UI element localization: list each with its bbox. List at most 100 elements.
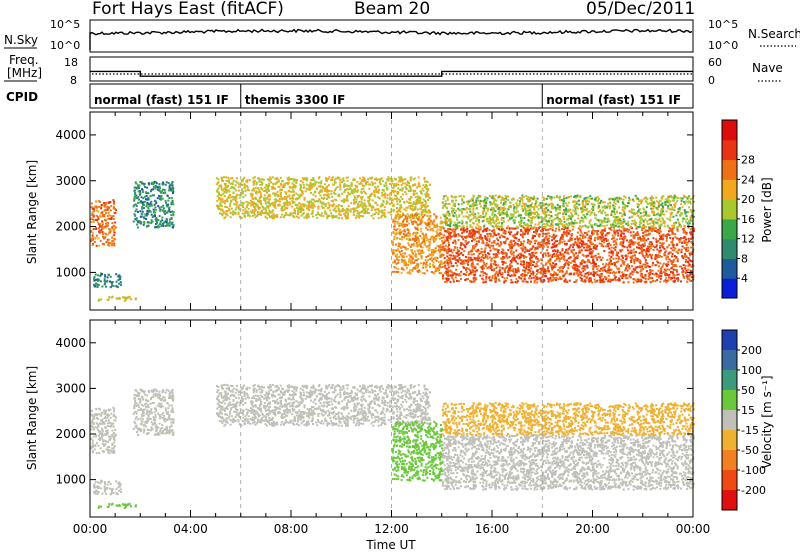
power-cell (98, 244, 101, 247)
power-cell (415, 241, 418, 244)
power-cell (156, 219, 159, 222)
power-cell (642, 235, 645, 238)
power-cell (634, 241, 637, 244)
power-cell (140, 221, 143, 224)
power-cell (150, 190, 152, 193)
power-cell (427, 209, 430, 212)
power-cell (362, 187, 365, 190)
power-cell (297, 193, 300, 196)
power-cell (161, 219, 164, 222)
power-cell (424, 234, 427, 237)
power-cell (610, 246, 613, 249)
power-cell (300, 206, 303, 209)
power-cell (567, 264, 570, 267)
power-cell (541, 246, 544, 248)
power-cell (419, 197, 422, 200)
power-cell (227, 176, 230, 179)
power-cell (394, 184, 397, 187)
power-cell (134, 218, 137, 221)
power-cell (506, 237, 509, 240)
power-cell (429, 219, 432, 222)
power-cell (412, 233, 415, 236)
power-cell (330, 212, 333, 215)
power-cell (459, 274, 462, 277)
power-cell (271, 214, 274, 217)
power-cell (152, 194, 155, 197)
power-cell (160, 195, 163, 198)
power-cell (275, 215, 278, 218)
power-cell (396, 210, 399, 213)
power-cell (358, 200, 361, 203)
power-cell (464, 279, 467, 281)
power-cell (670, 262, 673, 265)
power-cell (360, 196, 362, 199)
power-cell (423, 272, 426, 275)
power-cell (146, 203, 149, 206)
power-cell (141, 210, 144, 213)
power-cell (672, 268, 675, 271)
power-cell (450, 262, 453, 265)
power-cell (670, 228, 673, 230)
power-cell (370, 209, 373, 212)
power-cell (628, 228, 631, 231)
power-cell (324, 212, 327, 215)
power-cell (158, 195, 161, 197)
power-cell (638, 244, 641, 247)
power-cell (95, 283, 98, 286)
power-cell (439, 233, 442, 235)
power-cell (683, 241, 686, 244)
power-cell (168, 185, 171, 188)
power-cell (243, 183, 246, 186)
power-cell (112, 242, 115, 245)
power-cell (331, 214, 333, 217)
power-cell (109, 275, 112, 278)
power-cell (108, 231, 111, 234)
power-cell (389, 196, 392, 199)
power-cell (551, 275, 554, 278)
power-cell (406, 247, 409, 250)
power-cell (424, 180, 426, 183)
power-cell (439, 216, 442, 219)
power-cell (235, 204, 238, 207)
nave-tick-bottom: 0 (708, 74, 715, 87)
power-cell (479, 274, 482, 277)
power-cell (576, 265, 579, 268)
power-cell (644, 230, 647, 233)
power-cell (393, 197, 396, 200)
power-cell (580, 260, 583, 263)
power-cell (687, 237, 690, 240)
power-cell (386, 187, 389, 190)
power-cell (424, 211, 427, 214)
power-cell (448, 228, 451, 231)
power-cell (601, 256, 604, 259)
power-cell (319, 181, 322, 184)
power-cell (421, 240, 424, 243)
power-cell (158, 215, 161, 218)
power-cell (464, 256, 467, 258)
power-cell (147, 206, 150, 209)
power-cell (219, 203, 222, 206)
power-cell (529, 243, 531, 246)
power-cell (282, 209, 285, 212)
power-cell (111, 235, 114, 238)
power-cell (106, 214, 109, 217)
power-cell (632, 270, 635, 273)
power-cell (587, 254, 590, 257)
power-cell (501, 272, 504, 275)
power-cell (158, 206, 161, 209)
power-cell (398, 176, 401, 179)
power-cell (254, 209, 257, 212)
nsky-trace (89, 28, 693, 50)
power-cell (267, 206, 270, 209)
power-cell (106, 208, 109, 211)
power-cell (427, 219, 430, 222)
power-cell (501, 267, 504, 270)
power-cell (327, 184, 330, 187)
power-cell (393, 225, 396, 228)
power-cell (602, 241, 605, 244)
power-cell (509, 243, 512, 246)
power-cell (424, 208, 427, 211)
power-cell (139, 191, 142, 194)
power-cell (229, 196, 232, 199)
power-cell (304, 190, 307, 193)
